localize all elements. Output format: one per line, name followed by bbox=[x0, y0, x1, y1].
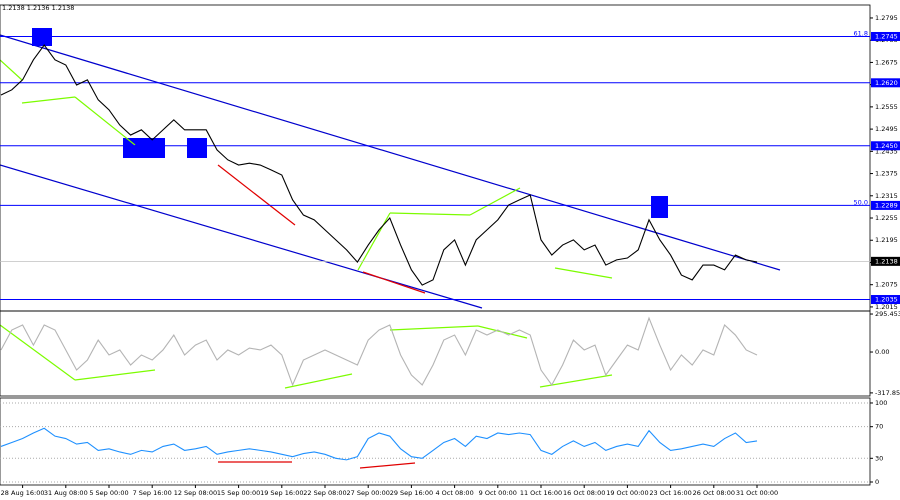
level-note: 50.0 bbox=[854, 198, 868, 206]
quote-header: 1.2138 1.2136 1.2138 bbox=[2, 4, 74, 12]
series-line bbox=[0, 44, 758, 286]
x-tick-label: 27 Sep 00:00 bbox=[347, 489, 390, 497]
panel-frame bbox=[0, 397, 871, 486]
y-tick-label: 1.2315 bbox=[875, 192, 898, 200]
x-tick-label: 31 Aug 08:00 bbox=[44, 489, 88, 497]
y-tick-label: 1.2435 bbox=[875, 147, 898, 155]
level-box bbox=[871, 78, 900, 88]
y-tick-label: 1.2375 bbox=[875, 170, 898, 178]
x-tick-label: 31 Oct 00:00 bbox=[736, 489, 778, 497]
y-tick-label: 0.00 bbox=[875, 348, 889, 356]
y-tick-label: 30 bbox=[875, 454, 883, 462]
y-tick-label: 1.2495 bbox=[875, 125, 898, 133]
channel-line bbox=[0, 164, 483, 309]
x-tick-label: 19 Sep 16:00 bbox=[260, 489, 303, 497]
y-tick-label: 1.2675 bbox=[875, 58, 898, 66]
panel-frame bbox=[0, 310, 871, 397]
marker-box bbox=[651, 196, 668, 218]
y-tick-label: 1.2255 bbox=[875, 214, 898, 222]
drawings bbox=[0, 28, 781, 469]
y-tick-label: 1.2075 bbox=[875, 281, 898, 289]
y-tick-label: 100 bbox=[875, 399, 887, 407]
x-tick-label: 12 Sep 08:00 bbox=[174, 489, 217, 497]
series-line bbox=[0, 427, 758, 461]
level-label: 1.2745 bbox=[875, 32, 898, 40]
x-tick-label: 4 Oct 08:00 bbox=[435, 489, 473, 497]
level-box bbox=[871, 200, 900, 210]
x-tick-label: 19 Oct 00:00 bbox=[606, 489, 648, 497]
series-line bbox=[0, 316, 758, 387]
y-tick-label: 1.2555 bbox=[875, 103, 898, 111]
x-tick-label: 11 Oct 16:00 bbox=[520, 489, 562, 497]
x-tick-label: 5 Sep 00:00 bbox=[89, 489, 128, 497]
x-tick-label: 26 Oct 08:00 bbox=[693, 489, 735, 497]
y-tick-label: 1.2195 bbox=[875, 236, 898, 244]
marker-box bbox=[123, 138, 165, 158]
y-tick-label: 0 bbox=[875, 478, 879, 486]
marker-box bbox=[187, 138, 207, 158]
x-tick-label: 7 Sep 16:00 bbox=[133, 489, 172, 497]
level-note: 61.8 bbox=[854, 29, 868, 37]
level-box bbox=[871, 31, 900, 41]
x-tick-label: 23 Oct 16:00 bbox=[649, 489, 691, 497]
y-tick-label: 70 bbox=[875, 423, 883, 431]
x-tick-label: 22 Sep 08:00 bbox=[303, 489, 346, 497]
x-tick-label: 9 Oct 00:00 bbox=[479, 489, 517, 497]
level-label: 1.2289 bbox=[875, 201, 898, 209]
x-tick-label: 15 Sep 00:00 bbox=[217, 489, 260, 497]
level-label: 1.2450 bbox=[875, 142, 898, 150]
x-tick-label: 16 Oct 08:00 bbox=[563, 489, 605, 497]
last-price-box bbox=[871, 256, 900, 266]
divergence-lines bbox=[217, 164, 426, 469]
level-box bbox=[871, 295, 900, 305]
marker-box bbox=[32, 28, 52, 46]
level-box bbox=[871, 141, 900, 151]
channel-line bbox=[0, 34, 781, 271]
y-tick-label: 1.2795 bbox=[875, 14, 898, 22]
last-price-label: 1.2138 bbox=[875, 257, 898, 265]
y-tick-label: 1.2015 bbox=[875, 303, 898, 311]
y-tick-label: -317.854 bbox=[875, 389, 900, 397]
x-tick-label: 29 Sep 16:00 bbox=[390, 489, 433, 497]
level-label: 1.2035 bbox=[875, 296, 898, 304]
y-tick-label: 295.4534 bbox=[875, 310, 900, 318]
level-label: 1.2620 bbox=[875, 79, 898, 87]
divergence-lines bbox=[0, 59, 613, 389]
x-tick-label: 28 Aug 16:00 bbox=[1, 489, 45, 497]
